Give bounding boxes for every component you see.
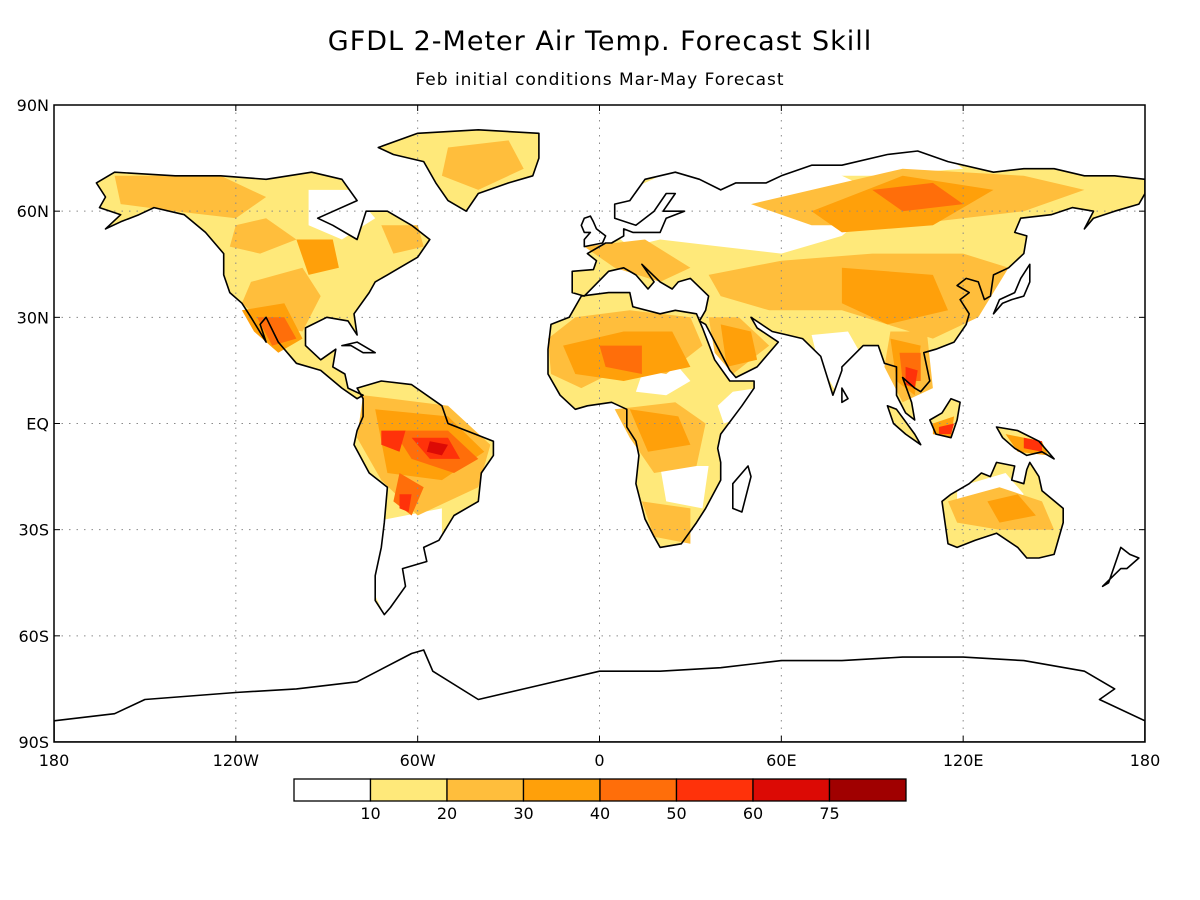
skill-area-19 <box>229 218 297 254</box>
skill-area-37 <box>629 409 691 452</box>
longitude-axis: 180 120W 60W 0 60E 120E 180 <box>39 105 1161 770</box>
colorbar-label: 30 <box>513 804 533 823</box>
skill-area-57 <box>426 441 448 456</box>
skill-area-34 <box>296 239 339 275</box>
eurasia-outline <box>571 150 1145 421</box>
madagascar-outline <box>732 465 752 513</box>
greenland-outline <box>377 129 540 212</box>
lon-tick-label: 60E <box>766 751 796 770</box>
skill-area-15 <box>660 466 709 509</box>
lon-tick-label: 180 <box>39 751 70 770</box>
colorbar-label: 40 <box>590 804 610 823</box>
antarctica-outline <box>54 649 1145 742</box>
skill-area-56 <box>399 494 412 512</box>
skill-shading <box>96 129 1145 622</box>
skill-area-47 <box>599 345 642 374</box>
colorbar-legend: 10 20 30 40 50 60 75 <box>293 778 907 823</box>
new-guinea-outline <box>995 426 1055 460</box>
skill-area-7 <box>887 405 921 445</box>
british-isles-outline <box>580 215 607 248</box>
sumatra-outline <box>886 405 922 446</box>
skill-area-10 <box>781 147 964 176</box>
skill-area-26 <box>641 501 691 544</box>
map-title: GFDL 2-Meter Air Temp. Forecast Skill <box>327 26 873 57</box>
colorbar-label: 60 <box>743 804 763 823</box>
skill-area-46 <box>257 317 297 346</box>
skill-area-48 <box>872 182 964 212</box>
skill-area-31 <box>584 239 691 282</box>
lat-tick-label: EQ <box>26 415 49 434</box>
lat-tick-label: 90S <box>18 733 49 752</box>
skill-area-40 <box>720 324 758 367</box>
australia-outline <box>941 461 1064 559</box>
skill-area-52 <box>381 430 406 452</box>
continent-outlines <box>54 129 1145 742</box>
cuba-outline <box>341 341 376 354</box>
skill-area-22 <box>441 140 524 190</box>
lat-tick-label: 30N <box>17 308 49 327</box>
map-subtitle: Feb initial conditions Mar-May Forecast <box>415 70 785 90</box>
skill-area-39 <box>841 267 948 325</box>
lat-tick-label: 90N <box>17 96 49 115</box>
colorbar-label: 20 <box>437 804 457 823</box>
new-zealand-outline <box>1101 546 1140 588</box>
colorbar-swatch <box>752 778 831 802</box>
grid-lines <box>54 105 1145 742</box>
colorbar-swatch <box>599 778 678 802</box>
colorbar-swatch <box>828 778 907 802</box>
lon-tick-label: 60W <box>400 751 436 770</box>
colorbar-swatch <box>293 778 372 802</box>
lon-tick-label: 120E <box>943 751 984 770</box>
colorbar-label: 75 <box>819 804 839 823</box>
skill-area-12 <box>369 508 442 622</box>
lon-tick-label: 120W <box>213 751 260 770</box>
japan-outline <box>992 263 1031 315</box>
colorbar-swatch <box>522 778 601 802</box>
lat-tick-label: 60S <box>18 627 49 646</box>
skill-area-21 <box>381 225 424 254</box>
colorbar-label: 50 <box>666 804 686 823</box>
sri-lanka-outline <box>841 387 849 404</box>
skill-area-41 <box>987 494 1036 523</box>
skill-area-53 <box>938 423 955 435</box>
colorbar-swatch <box>369 778 448 802</box>
africa-outline <box>547 291 755 549</box>
north-america-outline <box>95 171 431 400</box>
colorbar-label: 10 <box>360 804 380 823</box>
colorbar-swatch <box>446 778 525 802</box>
lon-tick-label: 180 <box>1130 751 1161 770</box>
lon-tick-label: 0 <box>594 751 604 770</box>
lat-tick-label: 60N <box>17 202 49 221</box>
borneo-outline <box>929 397 961 439</box>
skill-area-16 <box>811 331 861 392</box>
colorbar-swatch <box>675 778 754 802</box>
south-america-outline <box>353 380 495 616</box>
latitude-axis: 90N 60N 30N EQ 30S 60S 90S <box>17 96 1145 752</box>
lat-tick-label: 30S <box>18 521 49 540</box>
skill-area-11 <box>308 189 376 240</box>
